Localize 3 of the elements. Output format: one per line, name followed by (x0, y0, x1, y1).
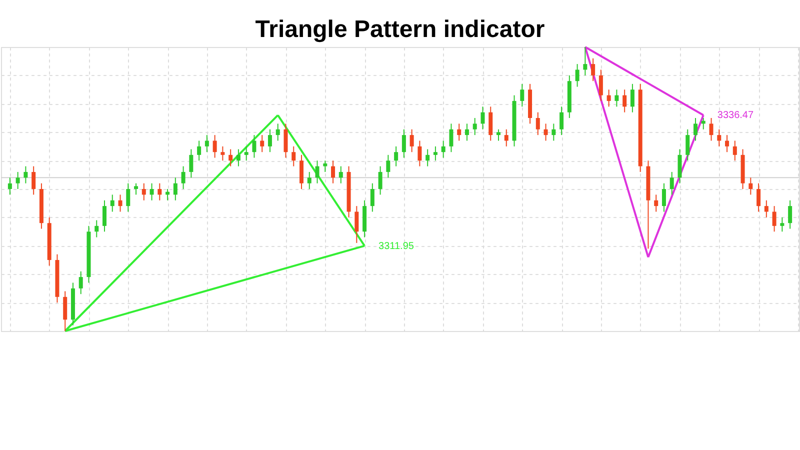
annotation: 3336.47 (717, 110, 754, 122)
annotation: 3311.95 (378, 240, 414, 252)
chart-title: Triangle Pattern indicator (255, 16, 545, 43)
